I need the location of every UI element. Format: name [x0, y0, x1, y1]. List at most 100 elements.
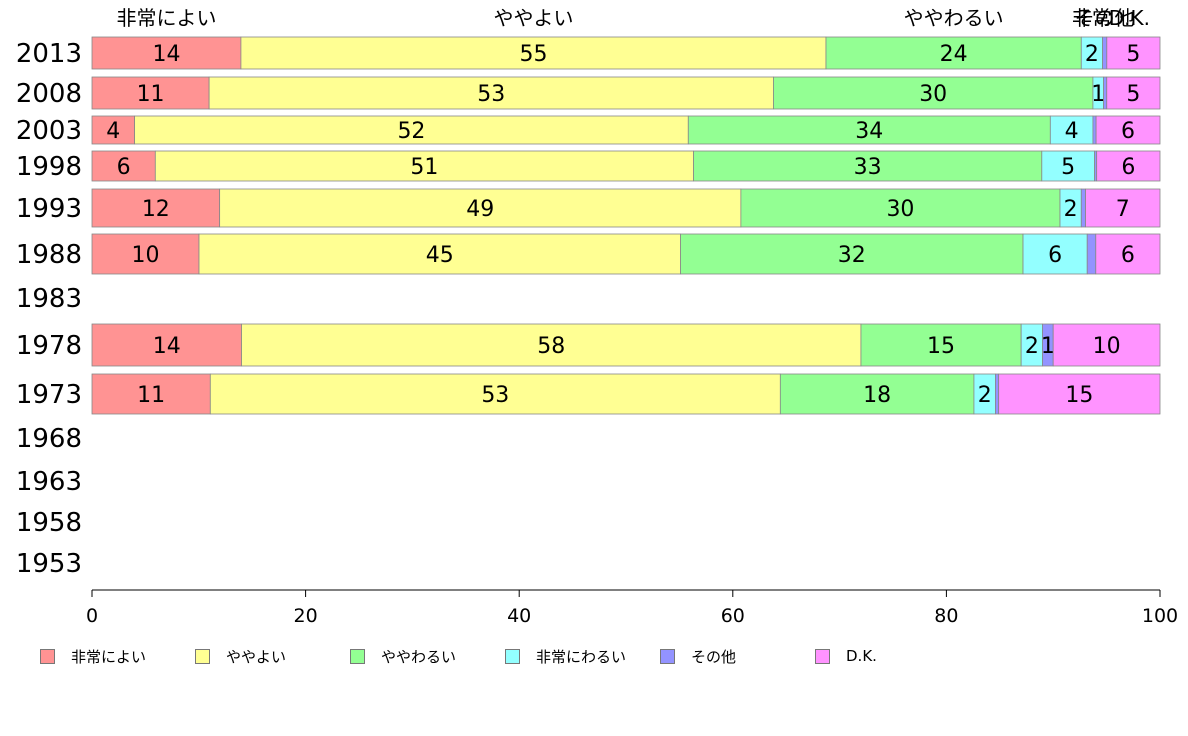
data-label: 32: [838, 243, 866, 268]
top-label: その他: [1075, 6, 1135, 30]
top-label: ややよい: [493, 6, 573, 30]
data-label: 10: [1093, 334, 1121, 359]
bar-segment-2: [134, 115, 689, 145]
bar-segment-2: [154, 150, 694, 182]
row-1963: 1963: [16, 467, 82, 497]
bar-segment-3: [680, 233, 1024, 275]
legend: 非常によい ややよい ややわるい 非常にわるい その他 D.K.: [40, 644, 1140, 668]
x-tick-label: 60: [721, 605, 745, 627]
y-tick-label: 2013: [16, 39, 82, 69]
y-tick-label: 1998: [16, 152, 82, 182]
data-label: 49: [466, 197, 494, 222]
data-label: 15: [1065, 383, 1093, 408]
row-1978: 1978 14 58 15 2 1 10: [16, 323, 1161, 367]
data-label: 45: [426, 243, 454, 268]
legend-label: D.K.: [846, 647, 877, 665]
y-tick-label: 1958: [16, 508, 82, 538]
bar-segment-2: [208, 76, 774, 110]
legend-swatch: [660, 648, 675, 664]
bar-segment-3: [687, 115, 1051, 145]
data-label: 7: [1116, 197, 1130, 222]
data-label: 53: [477, 82, 505, 107]
y-tick-label: 1963: [16, 467, 82, 497]
bar-segment-3: [825, 36, 1082, 70]
bar-segment-5: [995, 373, 1000, 415]
y-tick-label: 1973: [16, 380, 82, 410]
data-label: 34: [855, 119, 883, 144]
y-tick-label: 1983: [16, 284, 82, 314]
bar-segment-1: [91, 233, 200, 275]
x-tick-label: 40: [507, 605, 531, 627]
y-tick-label: 2003: [16, 116, 82, 146]
data-label: 5: [1126, 42, 1140, 67]
row-1958: 1958: [16, 508, 82, 538]
x-axis: 0 20 40 60 80 100: [86, 589, 1178, 627]
data-label: 51: [410, 155, 438, 180]
bar-segment-2: [219, 188, 742, 228]
data-label: 12: [142, 197, 170, 222]
row-1993: 1993 12 49 30 2 7: [16, 188, 1161, 228]
data-label: 55: [519, 42, 547, 67]
bar-segment-6: [1095, 115, 1161, 145]
row-1998: 1998 6 51 33 5 6: [16, 150, 1161, 182]
legend-swatch: [350, 648, 365, 664]
legend-item: 非常によい: [40, 644, 146, 668]
bar-segment-6: [1106, 76, 1161, 110]
data-label: 4: [106, 119, 120, 144]
data-label: 52: [397, 119, 425, 144]
legend-swatch: [195, 648, 210, 664]
data-label: 6: [1121, 243, 1135, 268]
bar-segment-5: [1092, 115, 1097, 145]
data-label: 2: [1064, 197, 1078, 222]
data-label: 30: [886, 197, 914, 222]
bar-segment-5: [1102, 36, 1108, 70]
legend-item: 非常にわるい: [505, 644, 626, 668]
bar-segment-3: [740, 188, 1061, 228]
bar-segment-1: [91, 373, 211, 415]
data-label: 6: [1048, 243, 1062, 268]
y-tick-label: 1993: [16, 194, 82, 224]
legend-label: ややわるい: [381, 647, 457, 666]
top-label: 非常によい: [116, 6, 216, 30]
x-tick-label: 100: [1142, 605, 1178, 627]
data-label: 58: [537, 334, 565, 359]
data-label: 1: [1091, 82, 1105, 107]
legend-label: その他: [691, 647, 737, 666]
row-1968: 1968: [16, 424, 82, 454]
data-label: 5: [1061, 155, 1075, 180]
data-label: 11: [137, 82, 165, 107]
bar-segment-3: [693, 150, 1043, 182]
data-label: 4: [1065, 119, 1079, 144]
legend-item: ややよい: [195, 644, 286, 668]
data-label: 18: [863, 383, 891, 408]
data-label: 6: [117, 155, 131, 180]
data-label: 2: [1085, 42, 1099, 67]
bar-segment-6: [1106, 36, 1161, 70]
bar-segment-2: [209, 373, 781, 415]
row-1953: 1953: [16, 549, 82, 579]
bar-segment-5: [1080, 188, 1086, 228]
data-label: 14: [153, 334, 181, 359]
x-tick-label: 80: [934, 605, 958, 627]
y-tick-label: 1988: [16, 240, 82, 270]
data-label: 6: [1121, 119, 1135, 144]
legend-swatch: [505, 648, 520, 664]
legend-item: その他: [660, 644, 736, 668]
top-label: ややわるい: [904, 6, 1004, 30]
bar-segment-1: [91, 115, 135, 145]
legend-label: 非常にわるい: [536, 647, 627, 666]
bar-segment-2: [240, 36, 827, 70]
bar-segment-2: [241, 323, 862, 367]
row-2003: 2003 4 52 34 4 6: [16, 115, 1161, 146]
bar-segment-1: [91, 150, 156, 182]
bar-segment-4: [1041, 150, 1095, 182]
row-1983: 1983: [16, 284, 82, 314]
bar-segment-1: [91, 76, 210, 110]
row-1973: 1973 11 53 18 2 15: [16, 373, 1161, 415]
legend-swatch: [815, 648, 830, 664]
data-label: 33: [854, 155, 882, 180]
data-label: 15: [927, 334, 955, 359]
legend-item: D.K.: [815, 644, 877, 668]
